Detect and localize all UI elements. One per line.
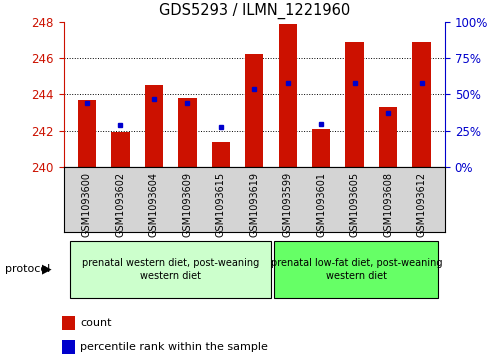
FancyBboxPatch shape [274,241,437,298]
Text: GSM1093604: GSM1093604 [149,172,159,237]
Text: GSM1093601: GSM1093601 [316,172,325,237]
Text: percentile rank within the sample: percentile rank within the sample [80,342,268,352]
Text: GSM1093608: GSM1093608 [382,172,392,237]
Bar [311,129,330,167]
Text: ▶: ▶ [41,263,51,276]
Text: GSM1093605: GSM1093605 [349,172,359,237]
Bar [78,100,96,167]
Text: protocol: protocol [5,264,50,274]
Bar [378,107,397,167]
Text: GSM1093619: GSM1093619 [249,172,259,237]
Text: GSM1093612: GSM1093612 [416,172,426,237]
Text: prenatal low-fat diet, post-weaning
western diet: prenatal low-fat diet, post-weaning west… [270,258,441,281]
Text: count: count [80,318,112,328]
Text: GSM1093602: GSM1093602 [115,172,125,237]
Bar [244,54,263,167]
Text: GSM1093609: GSM1093609 [182,172,192,237]
Bar [61,316,75,330]
Bar [111,132,129,167]
Bar [345,42,363,167]
Bar [178,98,196,167]
Text: GSM1093599: GSM1093599 [282,172,292,237]
FancyBboxPatch shape [70,241,270,298]
Text: GSM1093600: GSM1093600 [82,172,92,237]
Text: prenatal western diet, post-weaning
western diet: prenatal western diet, post-weaning west… [82,258,259,281]
Bar [411,42,430,167]
Title: GDS5293 / ILMN_1221960: GDS5293 / ILMN_1221960 [158,3,349,19]
Bar [144,85,163,167]
Bar [61,340,75,354]
Bar [211,142,229,167]
Text: GSM1093615: GSM1093615 [215,172,225,237]
Bar [278,24,296,167]
